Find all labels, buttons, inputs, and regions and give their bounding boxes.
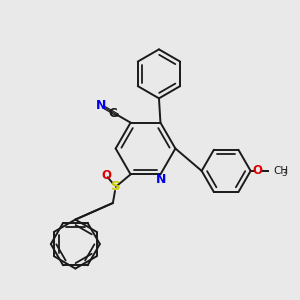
Text: N: N [96, 99, 106, 112]
Text: N: N [156, 172, 167, 186]
Text: O: O [252, 164, 262, 177]
Text: CH: CH [273, 166, 289, 176]
Text: 3: 3 [282, 169, 287, 178]
Text: S: S [111, 180, 121, 193]
Text: C: C [108, 107, 117, 120]
Text: O: O [101, 169, 111, 182]
